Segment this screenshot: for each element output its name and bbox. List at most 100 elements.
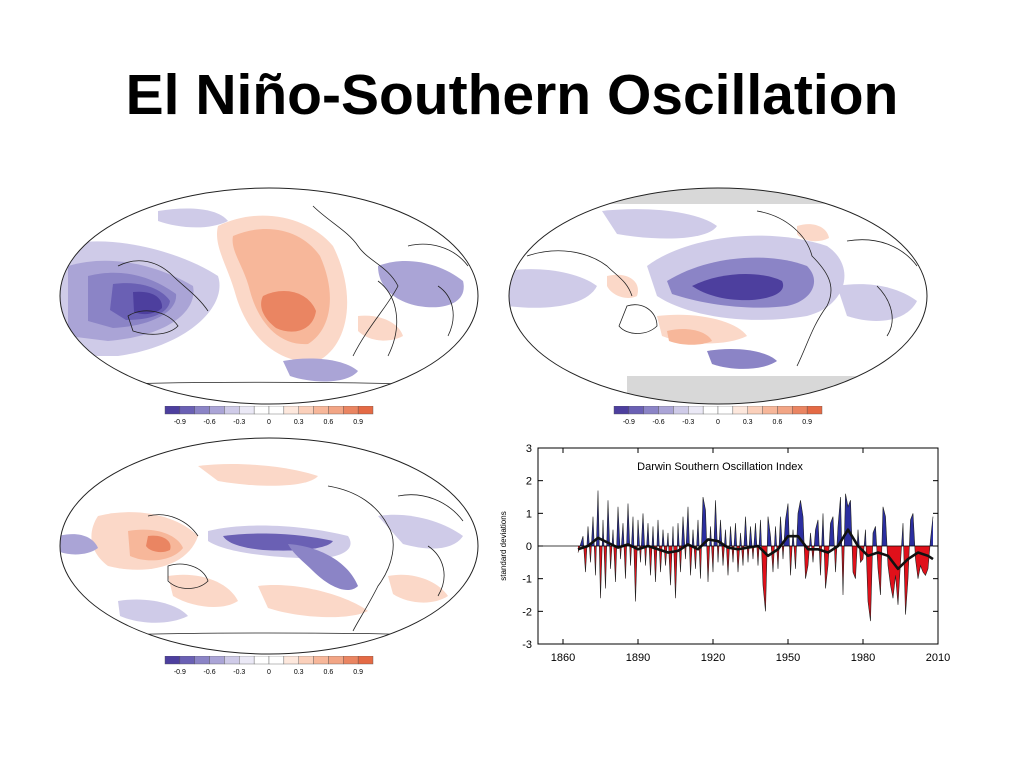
x-tick-label: 1860 [551,652,575,664]
index-area [593,516,595,546]
colorbar-swatch [732,406,748,415]
colorbar-swatch [702,406,719,415]
index-area [759,519,761,546]
index-area [776,546,778,569]
colorbar-swatch [298,406,314,415]
index-area [653,546,656,582]
index-area [688,506,690,546]
index-area [857,529,858,546]
index-area [662,529,663,546]
colorbar-swatch [179,656,195,665]
colorbar-swatch [283,656,299,665]
colorbar-label: -0.6 [653,419,665,426]
index-area [713,500,716,546]
index-area [883,506,886,546]
index-area [910,513,913,546]
index-area [600,546,603,599]
index-area [690,546,693,576]
index-area [794,546,796,569]
colorbar-swatch [658,406,674,415]
y-tick-label: -3 [522,639,532,651]
x-tick-label: 2010 [926,652,950,664]
colorbar-swatch [224,406,240,415]
index-area [838,497,841,546]
y-tick-label: -2 [522,606,532,618]
index-area [834,546,836,573]
index-area [795,546,797,569]
index-area [735,523,737,546]
colorbar-swatch [747,406,763,415]
colorbar-swatch [673,406,689,415]
map-top-right [508,187,928,405]
colorbar-swatch [253,406,270,415]
colorbar-swatch [328,406,344,415]
index-area [643,513,645,546]
colorbar-label: 0.3 [743,419,753,426]
index-area [905,546,908,615]
colorbar-label: 0.9 [353,669,363,676]
colorbar-swatch [643,406,659,415]
index-area [903,523,904,546]
index-area [805,546,808,579]
colorbar-swatch [688,406,704,415]
index-area [925,546,928,576]
colorbar-label: 0 [267,669,271,676]
colorbar-swatch [164,406,181,415]
index-area [706,546,708,582]
index-area [829,523,831,546]
index-area [848,500,851,546]
index-area [868,546,871,622]
index-area [768,516,771,546]
index-area [779,516,781,546]
index-area [824,546,826,589]
index-area [730,526,732,546]
index-area [923,546,926,576]
x-tick-label: 1890 [626,652,650,664]
index-area [818,519,820,546]
index-area [670,546,673,586]
index-area [745,516,748,546]
index-area [798,500,801,546]
colorbar-swatch [209,656,225,665]
index-area [843,546,845,595]
index-area [790,546,793,576]
index-area [639,546,641,563]
index-area [585,546,587,573]
colorbar-swatch [357,406,374,415]
index-area [708,546,710,582]
colorbar-swatch [298,656,314,665]
colorbar-swatch [613,406,630,415]
index-area [625,546,627,579]
index-area [728,546,730,576]
index-area [901,523,903,546]
y-tick-label: 3 [526,443,532,455]
colorbar-swatch [357,656,374,665]
colorbar-label: -0.9 [623,419,635,426]
y-tick-label: 1 [526,508,532,520]
index-area [878,546,881,595]
colorbar-label: 0.9 [802,419,812,426]
slide-title: El Niño-Southern Oscillation [125,63,899,127]
colorbar-swatch [268,406,285,415]
colorbar-swatch [209,406,225,415]
x-tick-label: 1980 [851,652,875,664]
colorbar-label: 0 [267,419,271,426]
index-area [594,546,596,576]
index-area [720,519,722,546]
index-area [888,546,891,586]
index-area [715,500,718,546]
index-area [767,516,768,546]
index-area [700,546,702,579]
index-area [596,490,598,546]
colorbar-swatch [343,406,359,415]
index-area [908,546,910,579]
index-area [693,529,695,546]
index-area [804,546,806,579]
index-area [733,546,735,563]
colorbar-label: -0.3 [233,419,245,426]
colorbar-swatch [194,406,210,415]
colorbar-swatch [343,656,359,665]
index-area [918,546,921,579]
colorbar-swatch [792,406,808,415]
index-area [783,546,784,560]
